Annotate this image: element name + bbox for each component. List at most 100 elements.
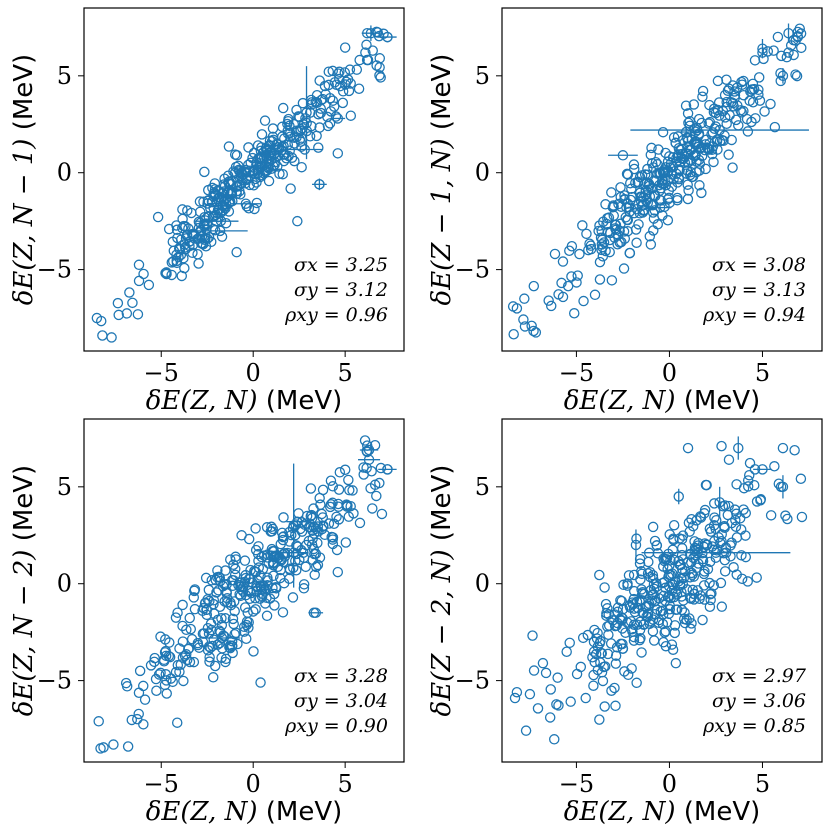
data-point (209, 660, 221, 672)
data-point (375, 462, 387, 474)
data-point (687, 520, 699, 532)
data-point (545, 684, 557, 695)
data-point (235, 189, 246, 200)
data-point (736, 76, 747, 88)
data-point (172, 607, 183, 618)
data-point (133, 275, 145, 287)
data-point (331, 544, 343, 556)
data-point (371, 60, 382, 71)
data-point (250, 604, 261, 615)
data-point (252, 548, 264, 560)
data-point (223, 141, 235, 152)
data-point (757, 464, 768, 475)
data-point (293, 508, 304, 519)
data-point (584, 238, 595, 249)
data-point (637, 587, 648, 598)
data-point (245, 157, 256, 169)
data-point (699, 594, 710, 605)
data-point (308, 543, 319, 555)
data-point (207, 672, 219, 683)
data-point (594, 569, 605, 581)
data-point (218, 186, 230, 197)
data-point (759, 106, 770, 117)
data-point (181, 229, 193, 241)
data-point (312, 559, 324, 571)
data-point (214, 225, 226, 237)
data-point (678, 613, 690, 625)
data-point (682, 108, 694, 119)
data-point (651, 540, 662, 551)
data-point (665, 592, 676, 604)
data-point (686, 514, 697, 525)
y-tick-label: 5 (57, 62, 72, 90)
data-point (580, 692, 591, 704)
y-tick-label: −5 (37, 256, 72, 284)
data-point (229, 628, 240, 640)
data-point (688, 588, 700, 600)
data-point (203, 184, 214, 196)
data-point (733, 120, 744, 131)
data-point (676, 563, 688, 575)
data-point (748, 83, 760, 95)
data-point (508, 328, 519, 340)
data-point (549, 734, 560, 745)
data-point (599, 701, 610, 712)
data-point (284, 564, 296, 576)
data-point (647, 521, 659, 533)
data-point (697, 614, 708, 626)
data-point (747, 78, 759, 90)
data-point (659, 555, 670, 567)
data-point (201, 219, 213, 231)
data-point (791, 70, 803, 82)
y-tick-label: 0 (475, 570, 490, 598)
data-point (715, 577, 727, 589)
data-point (736, 550, 747, 561)
data-point (127, 297, 138, 309)
data-point (605, 227, 616, 239)
data-point (590, 648, 602, 660)
data-point (93, 716, 104, 727)
data-point (765, 98, 776, 110)
data-point (314, 179, 325, 190)
data-point (697, 85, 709, 97)
data-point (729, 86, 740, 97)
data-point (299, 519, 310, 530)
data-point (261, 522, 273, 533)
data-point (617, 638, 628, 650)
data-point (193, 258, 204, 269)
data-point (267, 131, 279, 143)
data-point (705, 594, 716, 606)
data-point (203, 584, 215, 596)
stat-text: σx = 3.28 (294, 665, 388, 687)
data-point (304, 131, 316, 142)
data-point (758, 53, 769, 65)
data-point (172, 659, 184, 671)
data-point (284, 120, 295, 132)
data-point (549, 248, 561, 260)
data-point (367, 45, 378, 56)
data-point (314, 75, 325, 86)
data-point (177, 620, 188, 632)
data-point (240, 569, 251, 581)
data-point (344, 484, 355, 496)
data-point (132, 309, 144, 320)
data-point (340, 537, 352, 548)
data-point (620, 212, 631, 223)
data-point (751, 572, 762, 583)
data-point (659, 595, 671, 606)
data-point (643, 178, 655, 190)
data-point (626, 663, 637, 674)
stat-text: σy = 3.12 (294, 279, 388, 301)
data-point (333, 68, 344, 79)
data-point (237, 586, 249, 597)
data-point (616, 236, 627, 248)
data-point (623, 202, 635, 213)
data-point (269, 550, 280, 562)
data-point (615, 595, 626, 606)
data-point (631, 596, 643, 608)
data-point (216, 231, 228, 242)
data-point (730, 521, 742, 532)
data-point (290, 564, 302, 576)
data-point (660, 626, 671, 637)
data-point (617, 643, 629, 654)
